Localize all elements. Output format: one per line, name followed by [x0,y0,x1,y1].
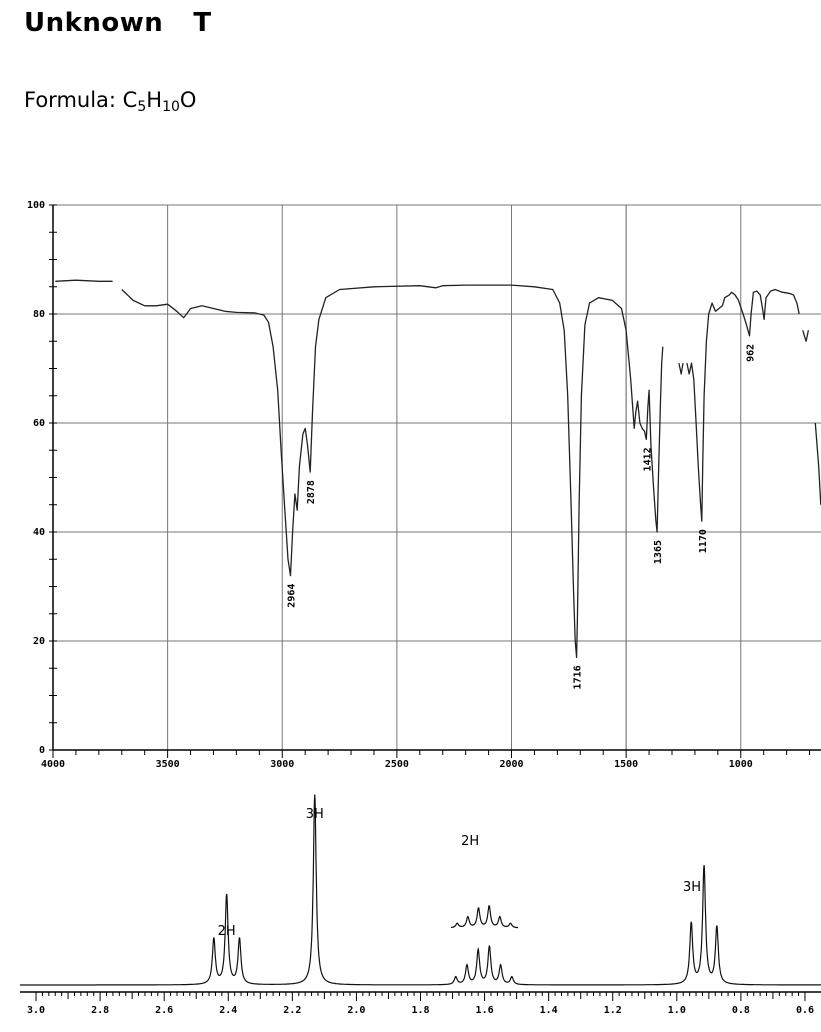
nmr-inset-trace [450,905,519,929]
ir-x-tick-label: 3000 [270,759,294,770]
nmr-peak-top [466,965,468,967]
nmr-peak-top [238,938,241,941]
ir-y-tick-label: 60 [33,418,45,429]
nmr-peak-top [511,976,513,979]
ir-x-tick-label: 2000 [499,759,523,770]
nmr-x-tick-label: 2.8 [91,1005,109,1016]
nmr-peak-top [488,946,490,948]
nmr-x-tick-label: 1.6 [476,1005,494,1016]
nmr-peak-top [455,976,457,979]
nmr-peak-top [703,866,705,868]
ir-x-tick-label: 3500 [156,759,180,770]
ir-peak-label: 1365 [653,540,664,564]
ir-trace-segment [802,330,810,342]
formula-label: Formula: [24,88,123,112]
nmr-peak-top [477,950,479,952]
ir-peak-label: 1716 [573,665,584,689]
page-title: Unknown T [24,8,212,38]
ir-trace-segment [686,288,800,522]
ir-peak-label: 2964 [287,584,298,608]
ir-x-tick-label: 1500 [614,759,638,770]
nmr-x-tick-label: 2.4 [219,1005,237,1016]
ir-y-tick-label: 100 [27,200,45,211]
ir-peak-label: 962 [745,344,756,362]
formula-c-count: 5 [137,99,147,115]
formula-h: H [146,88,163,112]
nmr-x-tick-label: 0.6 [796,1005,814,1016]
ir-trace-segment [55,279,113,282]
nmr-plot-area: 2H 3H 2H 3H 3.0 2.8 2.6 2.4 2.2 2.0 1.8 1.6 1.4 1.2 1.… [20,794,821,1016]
ir-trace-segment [121,284,664,659]
formula-c: C [122,88,138,112]
nmr-trace [20,794,821,986]
ir-trace-segment [814,422,821,505]
nmr-x-tick-label: 1.2 [604,1005,622,1016]
nmr-peak-top [716,927,718,929]
ir-x-tick-label: 4000 [41,759,65,770]
nmr-x-tick-label: 2.0 [347,1005,365,1016]
nmr-x-tick-label: 3.0 [27,1005,45,1016]
title-letter: T [193,8,212,38]
ir-x-tick-label: 1000 [729,759,753,770]
formula-o: O [179,88,197,112]
ir-plot-area: 0 20 40 60 80 100 4000 3500 3000 2500 2000 1500 1000… [27,200,821,770]
ir-x-tick-label: 2500 [385,759,409,770]
ir-y-tick-label: 80 [33,309,45,320]
title-text: Unknown [24,8,164,38]
nmr-peak-top [690,923,692,925]
ir-peak-label: 1170 [698,529,709,553]
nmr-x-tick-label: 2.6 [155,1005,173,1016]
molecular-formula: Formula: C5H10O [24,88,196,115]
nmr-x-tick-label: 0.8 [732,1005,750,1016]
ir-y-tick-label: 40 [33,527,45,538]
ir-y-tick-label: 20 [33,636,45,647]
nmr-x-tick-label: 2.2 [283,1005,301,1016]
ir-peak-label: 2878 [306,480,317,504]
nmr-x-tick-label: 1.4 [540,1005,558,1016]
nmr-integration-label: 3H [683,880,701,895]
nmr-peak-top [500,965,502,967]
nmr-integration-label: 2H [461,834,479,849]
ir-peak-label: 1412 [642,447,653,471]
nmr-peak-top [226,895,228,897]
nmr-integration-label: 2H [218,924,236,939]
nmr-integration-label: 3H [306,807,324,822]
nmr-x-tick-label: 1.0 [668,1005,686,1016]
ir-y-tick-label: 0 [39,745,45,756]
nmr-peak-top [213,938,215,941]
ir-trace-segment [678,362,684,375]
formula-h-count: 10 [162,99,180,115]
nmr-peak-top [314,794,316,796]
nmr-x-tick-label: 1.8 [411,1005,429,1016]
